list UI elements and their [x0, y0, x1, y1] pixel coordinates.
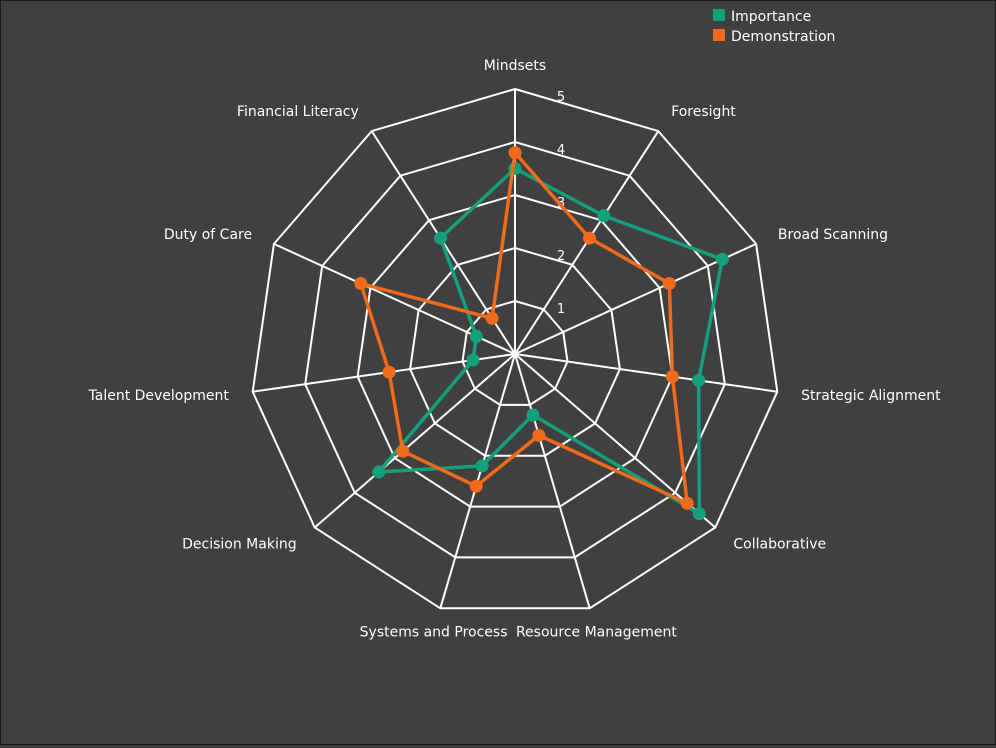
data-point-demonstration-resource-management	[532, 428, 546, 442]
data-point-importance-resource-management	[526, 408, 540, 422]
tick-label-4: 4	[557, 143, 565, 158]
data-point-demonstration-systems-and-process	[469, 479, 483, 493]
tick-label-2: 2	[557, 249, 565, 264]
data-point-importance-financial-literacy	[434, 231, 447, 245]
category-label-broad-scanning: Broad Scanning	[778, 227, 888, 243]
category-labels: Mindsets Foresight Broad Scanning Strategic…	[88, 58, 942, 640]
data-point-demonstration-financial-literacy	[485, 311, 499, 325]
grid-spoke-strategic-alignment	[514, 353, 778, 393]
data-point-demonstration-broad-scanning	[662, 277, 676, 290]
grid-ring-1	[461, 299, 569, 406]
series-layer	[354, 146, 729, 521]
category-label-talent-development: Talent Development	[88, 388, 230, 404]
data-point-importance-duty-of-care	[469, 329, 483, 343]
series-line-importance	[377, 166, 725, 516]
category-label-foresight: Foresight	[671, 104, 736, 120]
category-label-systems-and-process: Systems and Process	[360, 624, 508, 640]
series-importance	[372, 162, 729, 521]
data-point-demonstration-duty-of-care	[354, 277, 368, 290]
tick-label-1: 1	[557, 302, 565, 317]
grid-spoke-collaborative	[514, 353, 716, 529]
category-label-mindsets: Mindsets	[484, 58, 546, 74]
data-point-demonstration-talent-development	[382, 365, 396, 379]
category-label-decision-making: Decision Making	[182, 536, 296, 552]
data-point-demonstration-foresight	[583, 231, 596, 245]
series-line-demonstration	[358, 150, 689, 505]
data-point-demonstration-collaborative	[680, 496, 694, 510]
grid-spoke-broad-scanning	[514, 242, 757, 355]
data-point-importance-strategic-alignment	[692, 373, 706, 387]
category-label-resource-management: Resource Management	[516, 624, 677, 640]
category-label-strategic-alignment: Strategic Alignment	[801, 388, 941, 404]
tick-label-5: 5	[557, 90, 565, 105]
data-point-importance-foresight	[597, 209, 611, 223]
legend-swatch-importance	[713, 9, 725, 21]
grid-spoke-decision-making	[314, 353, 516, 529]
category-label-financial-literacy: Financial Literacy	[237, 104, 359, 120]
grid-ring-3	[356, 193, 674, 508]
legend-swatch-demonstration	[713, 29, 725, 41]
category-label-duty-of-care: Duty of Care	[164, 227, 252, 243]
data-point-demonstration-mindsets	[508, 146, 522, 160]
legend-label-demonstration: Demonstration	[731, 29, 835, 45]
legend-label-importance: Importance	[731, 9, 811, 25]
grid-spoke-resource-management	[514, 353, 591, 609]
category-label-collaborative: Collaborative	[733, 536, 826, 552]
data-point-importance-talent-development	[466, 353, 480, 367]
data-point-importance-systems-and-process	[475, 459, 489, 473]
grid-ring-5	[251, 87, 779, 610]
legend: Importance Demonstration	[713, 9, 835, 45]
series-demonstration	[354, 146, 694, 510]
data-point-importance-collaborative	[692, 507, 706, 521]
data-point-demonstration-strategic-alignment	[665, 370, 679, 384]
data-point-importance-broad-scanning	[715, 252, 729, 266]
data-point-importance-decision-making	[372, 465, 386, 479]
data-point-demonstration-decision-making	[396, 444, 410, 458]
